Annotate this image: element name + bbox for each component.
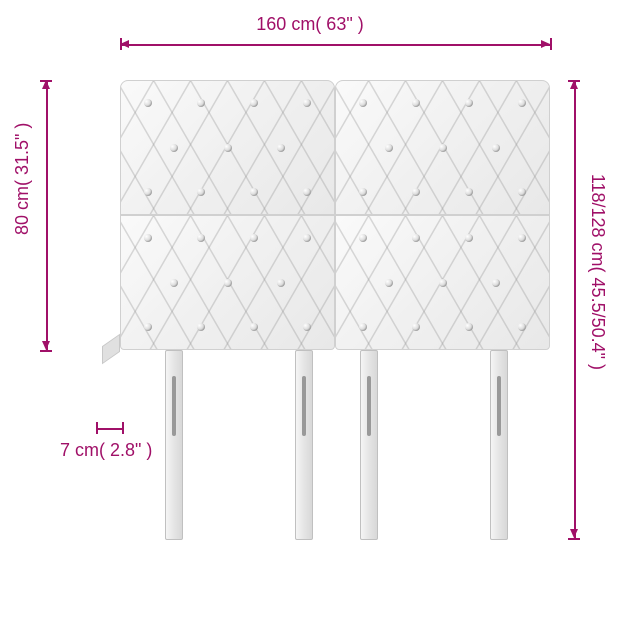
tuft-button: [412, 99, 420, 107]
dimension-total-height-cap-bottom: [568, 538, 580, 540]
tuft-button: [250, 323, 258, 331]
tuft-button: [359, 99, 367, 107]
dimension-total-height-line: [574, 80, 576, 538]
headboard-panel: [120, 215, 335, 350]
dimension-total-height-arrow-bottom: [570, 529, 578, 538]
dimension-width-label: 160 cm( 63" ): [256, 14, 363, 35]
dimension-panel-height-label: 80 cm( 31.5" ): [12, 123, 33, 235]
leg-slot: [302, 376, 306, 436]
headboard-panel: [335, 215, 550, 350]
tuft-button: [197, 234, 205, 242]
headboard-leg: [360, 350, 378, 540]
tuft-button: [412, 323, 420, 331]
tuft-button: [144, 188, 152, 196]
headboard-panel: [120, 80, 335, 215]
dimension-panel-height-line: [46, 80, 48, 350]
dimension-width-cap-right: [550, 38, 552, 50]
tuft-button: [492, 144, 500, 152]
leg-slot: [367, 376, 371, 436]
dimension-total-height-label: 118/128 cm( 45.5/50.4" ): [587, 174, 608, 370]
dimension-panel-height-cap-bottom: [40, 350, 52, 352]
tuft-button: [359, 234, 367, 242]
tuft-button: [197, 188, 205, 196]
headboard-leg: [165, 350, 183, 540]
tuft-button: [170, 279, 178, 287]
headboard-panel: [335, 80, 550, 215]
dimension-depth-cap-right: [122, 422, 124, 434]
tuft-button: [385, 279, 393, 287]
tuft-button: [197, 99, 205, 107]
leg-slot: [172, 376, 176, 436]
tuft-button: [197, 323, 205, 331]
tuft-button: [144, 234, 152, 242]
dimension-width-arrow-left: [120, 40, 129, 48]
tuft-button: [385, 144, 393, 152]
tuft-button: [465, 323, 473, 331]
headboard: [120, 80, 550, 350]
tuft-button: [439, 144, 447, 152]
dimension-total-height-arrow-top: [570, 80, 578, 89]
tuft-button: [144, 99, 152, 107]
dimension-depth-line: [96, 428, 122, 430]
dimension-depth-cap-left: [96, 422, 98, 434]
tuft-button: [359, 323, 367, 331]
tuft-button: [277, 279, 285, 287]
tuft-button: [439, 279, 447, 287]
tuft-button: [359, 188, 367, 196]
dimension-width-line: [120, 44, 550, 46]
tuft-button: [224, 279, 232, 287]
dimension-panel-height-arrow-bottom: [42, 341, 50, 350]
tuft-button: [412, 234, 420, 242]
tuft-button: [412, 188, 420, 196]
dimension-width-arrow-right: [541, 40, 550, 48]
tuft-button: [170, 144, 178, 152]
tuft-button: [277, 144, 285, 152]
tuft-button: [492, 279, 500, 287]
dimension-panel-height-arrow-top: [42, 80, 50, 89]
headboard-depth-face: [102, 334, 120, 365]
headboard-leg: [490, 350, 508, 540]
tuft-button: [250, 188, 258, 196]
leg-slot: [497, 376, 501, 436]
diagram-container: 160 cm( 63" ) 80 cm( 31.5" ) 118/128 cm(…: [0, 0, 620, 620]
tuft-button: [224, 144, 232, 152]
tuft-button: [465, 188, 473, 196]
headboard-leg: [295, 350, 313, 540]
tuft-button: [144, 323, 152, 331]
dimension-depth-label: 7 cm( 2.8" ): [60, 440, 152, 461]
